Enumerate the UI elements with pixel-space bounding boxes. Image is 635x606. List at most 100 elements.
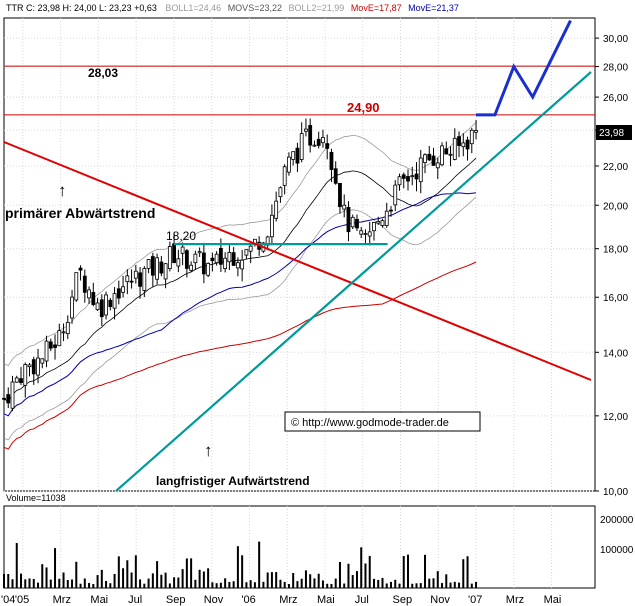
candle-body — [99, 299, 104, 318]
candle-body — [461, 142, 466, 148]
volume-bar — [309, 574, 312, 588]
volume-bar — [122, 568, 125, 588]
volume-bar — [164, 572, 167, 588]
candle-body — [338, 182, 342, 208]
volume-bar — [156, 561, 159, 588]
candle-body — [427, 153, 432, 161]
candle-body — [27, 364, 32, 368]
bollinger-upper — [3, 122, 477, 367]
forecast-path — [476, 19, 572, 117]
volume-bar — [424, 554, 427, 588]
volume-bar — [432, 578, 435, 588]
candle-body — [23, 364, 28, 386]
candle-body — [304, 128, 308, 132]
volume-bar — [105, 580, 108, 588]
candle-body — [423, 154, 427, 163]
candle-body — [125, 275, 130, 283]
volume-label: Volume=11038 — [6, 493, 66, 503]
uptrend-label: langfristiger Aufwärtstrend — [156, 474, 310, 488]
volume-bar — [449, 582, 452, 588]
volume-bar — [75, 561, 78, 588]
candle-body — [240, 259, 245, 270]
volume-bar — [32, 579, 35, 588]
y-tick-label: 16,00 — [603, 293, 628, 304]
volume-panel-frame — [3, 505, 596, 589]
volume-bar — [470, 583, 473, 588]
candle-body — [121, 286, 125, 293]
volume-bar — [326, 583, 329, 588]
candle-body — [87, 289, 91, 299]
candle-body — [74, 272, 79, 301]
candle-body — [299, 133, 304, 160]
candle-body — [6, 394, 11, 404]
candle-body — [167, 246, 172, 270]
volume-bar — [151, 573, 154, 588]
volume-bar — [330, 583, 333, 588]
volume-bar — [168, 583, 171, 588]
volume-bar — [3, 573, 5, 588]
volume-bar — [37, 582, 40, 588]
volume-bar — [262, 581, 265, 588]
quote-header: TTR C: 23,98 H: 24,00 L: 23,23 +0,63 BOL… — [6, 3, 459, 13]
volume-bar — [287, 583, 290, 588]
candle-body — [44, 340, 49, 362]
candle-body — [325, 143, 330, 149]
x-gridlines — [22, 18, 553, 588]
last-price-tag — [596, 125, 632, 140]
volume-bar — [360, 547, 363, 588]
volume-bar — [160, 574, 163, 588]
candle-body — [235, 262, 240, 269]
candle-body — [410, 175, 415, 178]
x-tick-label: Nov — [430, 594, 450, 606]
candle-body — [333, 168, 338, 184]
candle-body — [176, 258, 181, 267]
candle-body — [2, 397, 6, 400]
boll1-text: BOLL1=24,46 — [165, 3, 221, 13]
volume-bar — [436, 571, 439, 588]
boll2-text: BOLL2=21,99 — [288, 3, 344, 13]
volume-bar — [351, 575, 354, 588]
candle-body — [189, 264, 194, 271]
volume-bar — [394, 579, 397, 588]
x-tick-label: Jul — [355, 594, 369, 606]
volume-bar — [334, 578, 337, 588]
volume-bar — [283, 581, 286, 588]
x-tick-label: Sep — [393, 594, 413, 606]
x-tick-label: '07 — [468, 594, 482, 606]
volume-bar — [270, 572, 273, 588]
quote-text: TTR C: 23,98 H: 24,00 L: 23,23 +0,63 — [6, 3, 157, 13]
candles — [2, 118, 478, 412]
volume-bar — [313, 578, 316, 588]
candle-body — [210, 257, 215, 262]
volume-bar — [389, 581, 392, 588]
candle-body — [112, 293, 117, 309]
volume-bar — [338, 561, 341, 588]
volume-bar — [224, 578, 227, 588]
candle-body — [418, 157, 423, 183]
x-tick-label: '06 — [241, 594, 255, 606]
volume-bar — [462, 559, 465, 588]
candle-body — [231, 252, 236, 266]
volume-bar — [241, 555, 244, 588]
volume-bar — [20, 573, 23, 588]
volume-bar — [279, 579, 282, 588]
x-tick-label: '04 — [1, 594, 15, 606]
volume-bar — [236, 546, 239, 588]
x-tick-label: '05 — [15, 594, 29, 606]
volume-bar — [28, 578, 31, 588]
volume-bar — [402, 556, 405, 588]
x-tick-labels: '04'05 Mrz Mai Jul Sep Nov '06 Mrz Mai Jul Sep Nov '… — [1, 594, 561, 606]
last-price-text: 23,98 — [599, 128, 624, 139]
volume-bar — [300, 578, 303, 588]
candle-body — [376, 221, 381, 224]
candle-body — [163, 263, 168, 280]
volume-bar — [343, 583, 346, 588]
y-tick-label: 18,00 — [603, 245, 628, 256]
volume-bar — [190, 558, 193, 588]
volume-bar — [71, 579, 74, 588]
uptrend-line — [115, 71, 592, 492]
candle-body — [372, 222, 376, 232]
candle-body — [244, 249, 249, 256]
